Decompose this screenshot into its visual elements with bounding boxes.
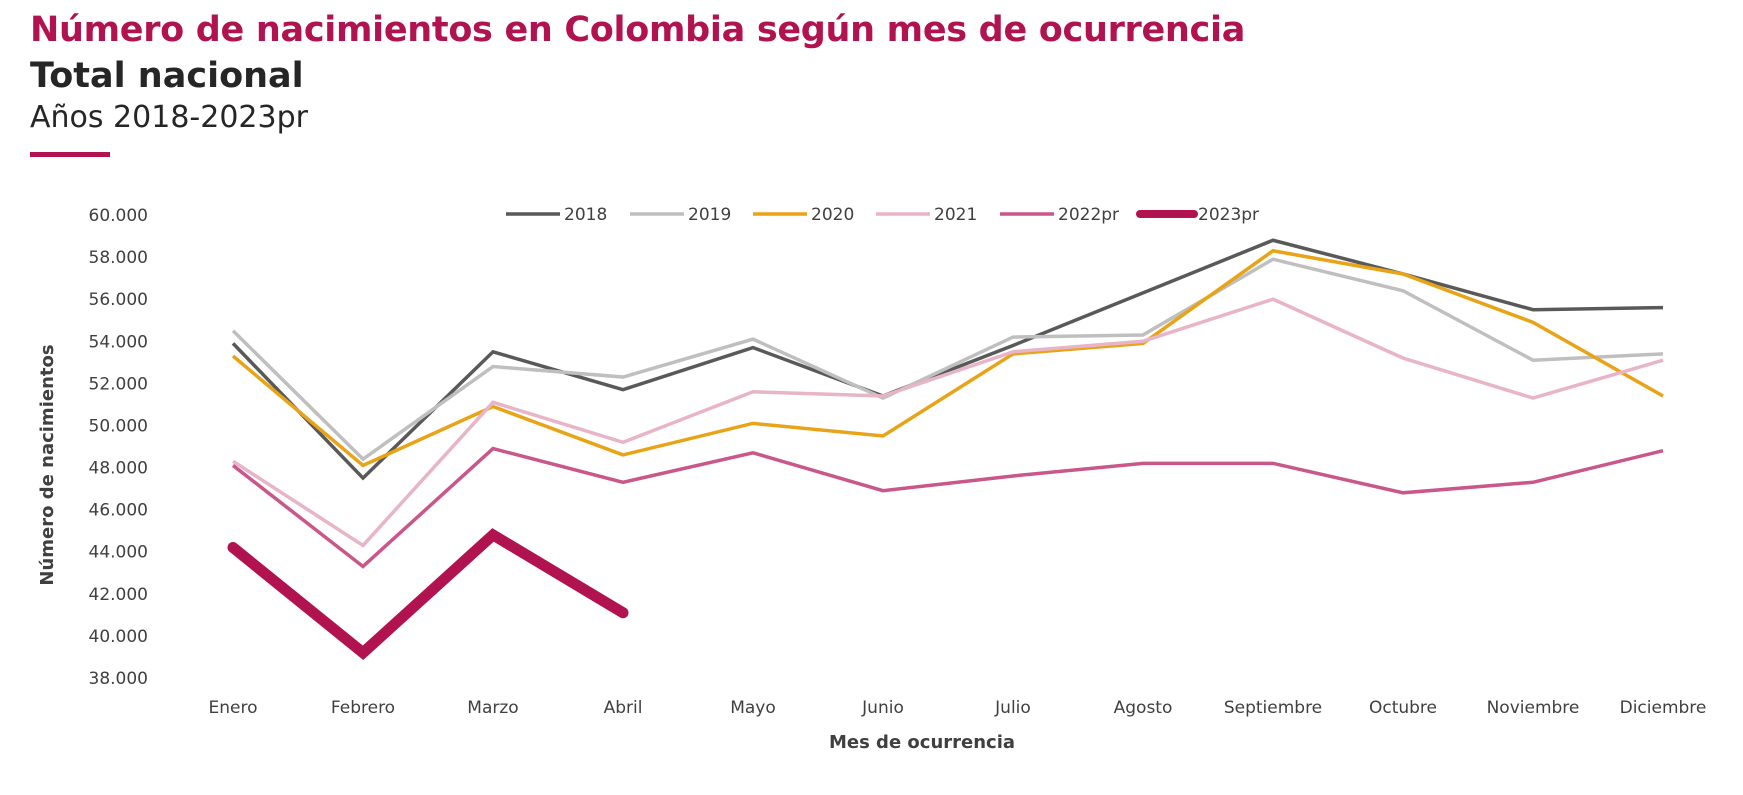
x-tick-label: Septiembre	[1224, 698, 1322, 718]
x-axis-title: Mes de ocurrencia	[829, 732, 1015, 753]
series-line-2020	[231, 248, 1664, 468]
y-tick-label: 44.000	[89, 543, 148, 563]
y-tick-label: 46.000	[89, 501, 148, 521]
legend: 2018 2019 2020 2021 2022pr 2023pr	[506, 205, 1259, 225]
title-accent-rule	[30, 152, 110, 157]
x-tick-label: Octubre	[1369, 698, 1437, 718]
y-tick-label: 60.000	[89, 206, 148, 226]
chart-subtitle: Total nacional	[30, 56, 304, 96]
legend-item: 2020	[753, 205, 854, 225]
y-tick-label: 40.000	[89, 627, 148, 647]
series-lines	[227, 238, 1664, 660]
y-tick-label: 56.000	[89, 290, 148, 310]
legend-item: 2023pr	[1136, 205, 1259, 225]
y-axis-title: Número de nacimientos	[37, 344, 58, 585]
legend-item: 2018	[506, 205, 607, 225]
chart-years: Años 2018-2023pr	[30, 100, 308, 135]
x-tick-label: Enero	[209, 698, 258, 718]
x-tick-label: Junio	[861, 698, 904, 718]
legend-label: 2021	[934, 205, 977, 225]
y-axis: 38.000 40.000 42.000 44.000 46.000 48.000 50.0…	[89, 206, 148, 689]
legend-item: 2019	[630, 205, 731, 225]
x-tick-label: Mayo	[730, 698, 776, 718]
x-tick-label: Diciembre	[1620, 698, 1707, 718]
legend-item: 2022pr	[1000, 205, 1119, 225]
legend-label: 2020	[811, 205, 854, 225]
series-line-2023pr	[227, 528, 629, 660]
series-line-2018	[231, 238, 1664, 481]
y-tick-label: 38.000	[89, 669, 148, 689]
y-tick-label: 42.000	[89, 585, 148, 605]
legend-label: 2019	[688, 205, 731, 225]
x-tick-label: Agosto	[1114, 698, 1173, 718]
x-axis: Enero Febrero Marzo Abril Mayo Junio Julio Agos…	[209, 698, 1707, 718]
x-tick-label: Marzo	[467, 698, 518, 718]
y-tick-label: 50.000	[89, 416, 148, 436]
series-line-2022pr	[231, 446, 1664, 569]
y-tick-label: 58.000	[89, 248, 148, 268]
x-tick-label: Noviembre	[1487, 698, 1580, 718]
x-tick-label: Julio	[994, 698, 1031, 718]
x-tick-label: Abril	[604, 698, 643, 718]
y-tick-label: 48.000	[89, 459, 148, 479]
series-line-2021	[232, 297, 1664, 548]
legend-label: 2022pr	[1058, 205, 1119, 225]
legend-item: 2021	[876, 205, 977, 225]
chart-title: Número de nacimientos en Colombia según …	[30, 10, 1246, 50]
x-tick-label: Febrero	[331, 698, 395, 718]
series-line-2019	[231, 257, 1664, 462]
y-tick-label: 52.000	[89, 374, 148, 394]
y-tick-label: 54.000	[89, 332, 148, 352]
legend-label: 2018	[564, 205, 607, 225]
legend-label: 2023pr	[1198, 205, 1259, 225]
